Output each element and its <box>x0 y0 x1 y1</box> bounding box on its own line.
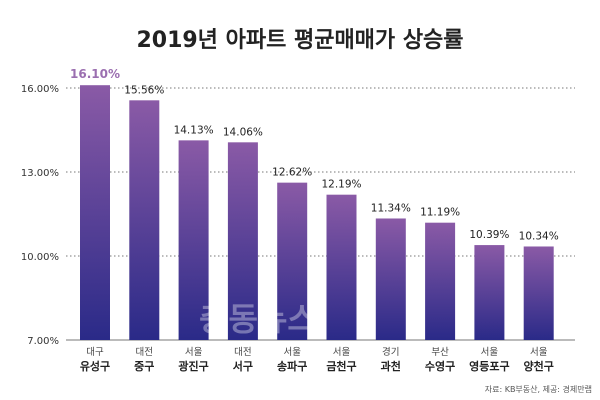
bar-value-label: 12.19% <box>321 179 361 191</box>
y-tick-label: 16.00% <box>21 84 59 95</box>
bar <box>227 142 258 340</box>
bar-value-label: 14.06% <box>223 126 263 138</box>
x-tick-region: 부산 <box>431 347 449 358</box>
bar-value-label: 16.10% <box>70 67 120 81</box>
x-tick-district: 유성구 <box>80 359 110 373</box>
x-tick-district: 영등포구 <box>469 360 509 373</box>
x-tick-district: 양천구 <box>524 359 554 373</box>
y-tick-label: 10.00% <box>21 252 59 263</box>
x-tick-region: 서울 <box>333 347 351 358</box>
bar-value-label: 12.62% <box>272 167 312 179</box>
x-tick-region: 서울 <box>530 347 548 358</box>
x-tick-district: 수영구 <box>425 360 455 373</box>
bar <box>474 245 505 340</box>
x-tick-district: 과천 <box>381 359 401 373</box>
y-tick-label: 13.00% <box>21 168 59 179</box>
x-tick-region: 경기 <box>382 346 399 358</box>
x-tick-district: 중구 <box>134 360 154 373</box>
bar <box>178 140 209 340</box>
bar-value-label: 15.56% <box>124 84 164 96</box>
bar <box>129 100 160 340</box>
x-tick-district: 광진구 <box>178 359 208 373</box>
x-tick-district: 송파구 <box>277 359 307 373</box>
bar-value-label: 10.39% <box>469 229 509 241</box>
bar-value-label: 11.34% <box>371 202 411 214</box>
x-tick-region: 대전 <box>234 347 251 358</box>
bar <box>375 218 406 340</box>
y-tick-label: 7.00% <box>27 336 59 347</box>
x-tick-region: 서울 <box>283 347 301 358</box>
x-tick-region: 서울 <box>481 347 499 358</box>
watermark: 충동뉴스 <box>199 300 317 338</box>
x-tick-region: 대전 <box>136 347 153 358</box>
bar <box>326 194 357 340</box>
source-note: 자료: KB부동산, 제공: 경제만랩 <box>485 384 592 394</box>
x-tick-region: 대구 <box>86 347 104 358</box>
x-tick-region: 서울 <box>185 347 203 358</box>
bar-value-label: 11.19% <box>420 207 460 219</box>
x-tick-district: 서구 <box>233 359 253 373</box>
x-tick-district: 금천구 <box>326 359 356 373</box>
bar <box>277 182 308 340</box>
bar-value-label: 14.13% <box>174 124 214 136</box>
chart-title: 2019년 아파트 평균매매가 상승률 <box>136 28 463 53</box>
bar <box>80 85 110 340</box>
bar <box>523 246 554 340</box>
bar <box>425 222 456 340</box>
bar-value-label: 10.34% <box>519 230 559 242</box>
